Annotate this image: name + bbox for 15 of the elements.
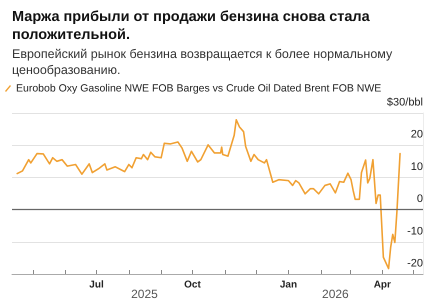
chart-title: Маржа прибыли от продажи бензина снова стала положительной. bbox=[12, 8, 371, 44]
legend-label: Eurobob Oxy Gasoline NWE FOB Barges vs Crude Oil Dated Brent FOB NWE bbox=[16, 82, 382, 94]
y-tick-label: -10 bbox=[407, 225, 423, 238]
text: 2025 bbox=[131, 287, 158, 301]
y-tick-label: 20 bbox=[410, 128, 423, 141]
y-tick-label: $30/bbl bbox=[386, 96, 423, 108]
x-tick-label: Apr bbox=[374, 280, 392, 290]
y-tick-label: 10 bbox=[410, 160, 423, 173]
x-tick-label: Jul bbox=[89, 280, 104, 290]
y-tick-label: -20 bbox=[407, 258, 423, 270]
x-tick-label: Jan bbox=[280, 280, 298, 290]
text: 2026 bbox=[322, 287, 350, 301]
chart-subtitle: Европейский рынок бензина возвращается к более нормальному ценообразованию. bbox=[12, 46, 394, 78]
x-tick-label: Oct bbox=[184, 280, 202, 290]
y-tick-label: 0 bbox=[416, 193, 423, 206]
